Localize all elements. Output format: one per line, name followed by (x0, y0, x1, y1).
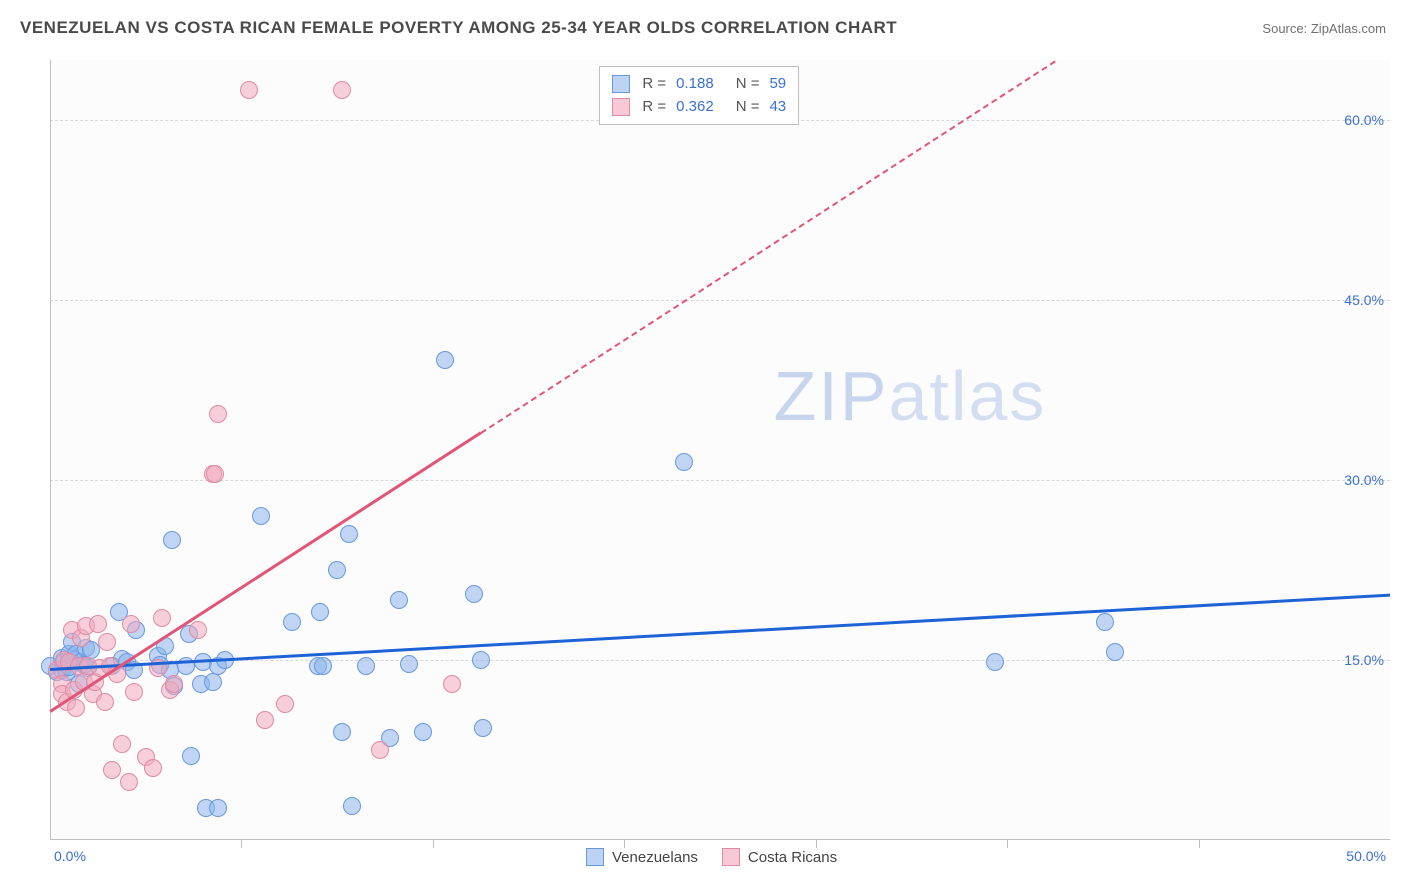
source-credit: Source: ZipAtlas.com (1262, 21, 1386, 36)
n-value: 59 (769, 73, 786, 96)
scatter-point (333, 723, 351, 741)
r-label: R = (642, 96, 666, 119)
y-tick-label: 30.0% (1344, 472, 1384, 488)
header: VENEZUELAN VS COSTA RICAN FEMALE POVERTY… (20, 18, 1386, 38)
series-legend-label: Venezuelans (612, 849, 698, 866)
stats-legend: R = 0.188 N = 59 R = 0.362 N = 43 (599, 66, 799, 125)
chart-wrap: Female Poverty Among 25-34 Year Olds ZIP… (0, 50, 1406, 892)
scatter-point (328, 561, 346, 579)
scatter-point (283, 613, 301, 631)
source-value: ZipAtlas.com (1311, 21, 1386, 36)
scatter-point (144, 759, 162, 777)
gridline-h (50, 480, 1390, 481)
scatter-point (204, 673, 222, 691)
watermark-suffix: atlas (889, 357, 1047, 435)
scatter-point (314, 657, 332, 675)
scatter-point (474, 719, 492, 737)
scatter-point (986, 653, 1004, 671)
scatter-point (311, 603, 329, 621)
legend-swatch (722, 848, 740, 866)
scatter-point (400, 655, 418, 673)
scatter-point (1106, 643, 1124, 661)
y-tick-label: 60.0% (1344, 112, 1384, 128)
x-tick (1199, 840, 1200, 848)
scatter-point (113, 735, 131, 753)
legend-swatch (586, 848, 604, 866)
scatter-point (252, 507, 270, 525)
scatter-point (165, 675, 183, 693)
r-label: R = (642, 73, 666, 96)
scatter-point (182, 747, 200, 765)
stats-legend-row: R = 0.188 N = 59 (612, 73, 786, 96)
scatter-point (89, 615, 107, 633)
x-tick (433, 840, 434, 848)
series-legend-item: Costa Ricans (722, 848, 837, 866)
chart-title: VENEZUELAN VS COSTA RICAN FEMALE POVERTY… (20, 18, 897, 38)
scatter-point (256, 711, 274, 729)
watermark-prefix: ZIP (774, 357, 889, 435)
scatter-point (153, 609, 171, 627)
scatter-point (98, 633, 116, 651)
legend-swatch (612, 98, 630, 116)
x-axis (50, 839, 1390, 840)
scatter-point (390, 591, 408, 609)
scatter-point (443, 675, 461, 693)
gridline-h (50, 300, 1390, 301)
x-origin-label: 0.0% (54, 848, 86, 864)
scatter-point (206, 465, 224, 483)
scatter-point (103, 761, 121, 779)
series-legend-item: Venezuelans (586, 848, 698, 866)
scatter-point (675, 453, 693, 471)
scatter-point (122, 615, 140, 633)
scatter-point (120, 773, 138, 791)
scatter-point (125, 683, 143, 701)
r-value: 0.188 (676, 73, 714, 96)
source-label: Source: (1262, 21, 1307, 36)
x-tick (624, 840, 625, 848)
scatter-point (96, 693, 114, 711)
r-value: 0.362 (676, 96, 714, 119)
scatter-point (436, 351, 454, 369)
gridline-h (50, 660, 1390, 661)
plot-area: ZIPatlas 15.0%30.0%45.0%60.0%0.0%50.0%R … (50, 60, 1390, 840)
scatter-point (414, 723, 432, 741)
x-tick (241, 840, 242, 848)
x-tick (816, 840, 817, 848)
y-axis (50, 60, 51, 840)
stats-legend-row: R = 0.362 N = 43 (612, 96, 786, 119)
scatter-point (340, 525, 358, 543)
x-tick (1007, 840, 1008, 848)
trend-line (49, 432, 481, 713)
x-max-label: 50.0% (1346, 848, 1386, 864)
series-legend: Venezuelans Costa Ricans (586, 848, 837, 866)
scatter-point (333, 81, 351, 99)
scatter-point (276, 695, 294, 713)
scatter-point (472, 651, 490, 669)
watermark: ZIPatlas (774, 356, 1047, 436)
scatter-point (189, 621, 207, 639)
n-label: N = (736, 96, 760, 119)
scatter-point (1096, 613, 1114, 631)
series-legend-label: Costa Ricans (748, 849, 837, 866)
scatter-point (209, 405, 227, 423)
scatter-point (67, 699, 85, 717)
scatter-point (209, 799, 227, 817)
scatter-point (465, 585, 483, 603)
scatter-point (357, 657, 375, 675)
y-tick-label: 45.0% (1344, 292, 1384, 308)
n-label: N = (736, 73, 760, 96)
scatter-point (343, 797, 361, 815)
legend-swatch (612, 75, 630, 93)
scatter-point (163, 531, 181, 549)
scatter-point (371, 741, 389, 759)
scatter-point (240, 81, 258, 99)
y-tick-label: 15.0% (1344, 652, 1384, 668)
n-value: 43 (769, 96, 786, 119)
